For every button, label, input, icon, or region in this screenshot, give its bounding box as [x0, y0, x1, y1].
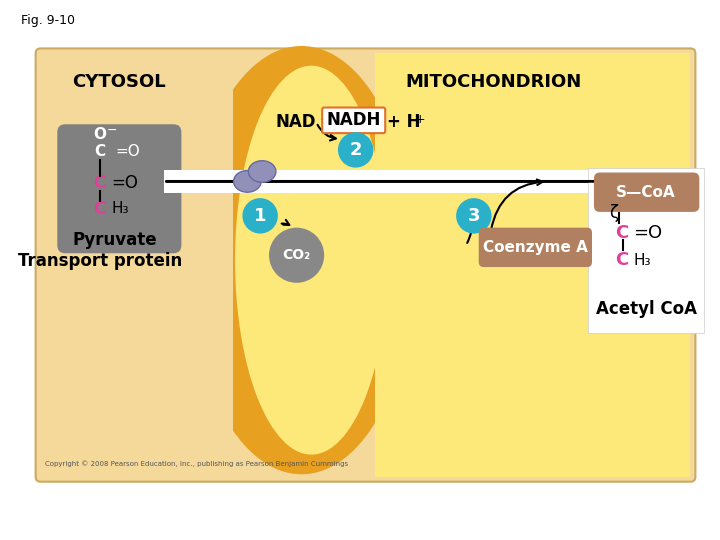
Text: C: C	[94, 174, 106, 192]
Ellipse shape	[188, 46, 415, 474]
Text: O: O	[93, 126, 106, 141]
Text: C: C	[615, 224, 628, 241]
Text: ζ: ζ	[609, 204, 618, 222]
Text: NAD: NAD	[276, 113, 316, 131]
Text: H₃: H₃	[634, 253, 651, 268]
Polygon shape	[40, 53, 233, 477]
FancyBboxPatch shape	[36, 49, 696, 482]
FancyBboxPatch shape	[594, 172, 699, 212]
Ellipse shape	[233, 171, 261, 192]
Text: −: −	[107, 124, 117, 137]
Text: C: C	[94, 200, 106, 218]
Ellipse shape	[228, 68, 385, 452]
FancyBboxPatch shape	[479, 228, 592, 267]
Ellipse shape	[235, 66, 387, 455]
Text: S—CoA: S—CoA	[616, 185, 676, 200]
Text: CO₂: CO₂	[282, 248, 310, 262]
Polygon shape	[375, 53, 690, 477]
FancyBboxPatch shape	[40, 53, 277, 477]
Text: 1: 1	[254, 207, 266, 225]
Text: +: +	[415, 113, 426, 126]
Text: Fig. 9-10: Fig. 9-10	[21, 14, 75, 27]
Text: =O: =O	[115, 144, 140, 159]
Circle shape	[456, 198, 492, 234]
Text: C: C	[615, 251, 628, 269]
FancyBboxPatch shape	[588, 167, 704, 333]
Text: Pyruvate: Pyruvate	[72, 231, 157, 248]
Text: H₃: H₃	[112, 201, 129, 217]
Text: MITOCHONDRION: MITOCHONDRION	[405, 73, 582, 91]
Text: Transport protein: Transport protein	[17, 252, 181, 271]
Text: NADH: NADH	[326, 111, 381, 129]
Text: =O: =O	[634, 224, 662, 241]
FancyBboxPatch shape	[58, 124, 181, 253]
FancyBboxPatch shape	[163, 170, 602, 193]
Text: Copyright © 2008 Pearson Education, Inc., publishing as Pearson Benjamin Cumming: Copyright © 2008 Pearson Education, Inc.…	[45, 460, 348, 467]
Text: 2: 2	[349, 141, 362, 159]
FancyBboxPatch shape	[322, 107, 385, 133]
Text: Acetyl CoA: Acetyl CoA	[595, 300, 697, 319]
Text: +: +	[319, 113, 330, 126]
Ellipse shape	[184, 49, 410, 472]
Text: Coenzyme A: Coenzyme A	[483, 240, 588, 255]
Text: =O: =O	[112, 174, 138, 192]
Text: + H: + H	[387, 113, 420, 131]
Text: CYTOSOL: CYTOSOL	[73, 73, 166, 91]
Circle shape	[243, 198, 278, 234]
Circle shape	[269, 228, 324, 283]
Text: C: C	[94, 144, 105, 159]
Ellipse shape	[248, 161, 276, 183]
Text: 3: 3	[467, 207, 480, 225]
Circle shape	[338, 132, 374, 167]
